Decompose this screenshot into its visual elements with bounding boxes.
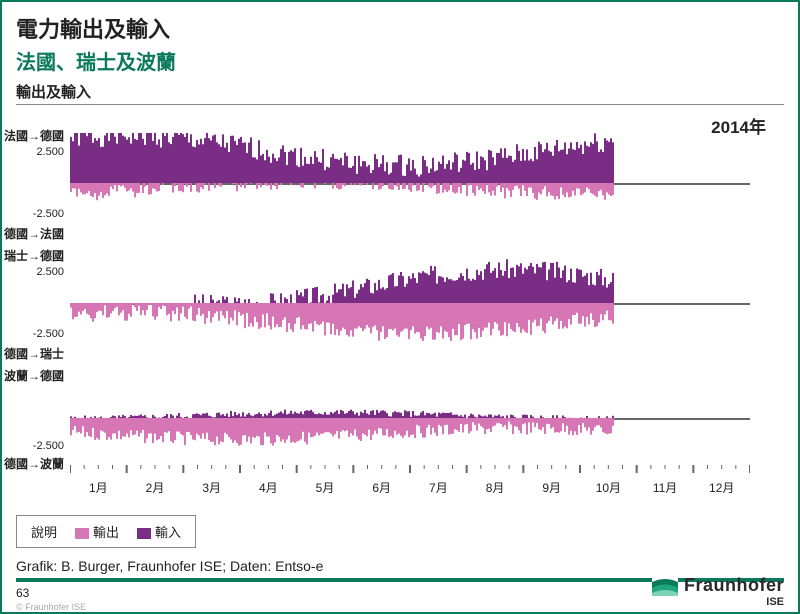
month-label: 6月 [353,479,410,496]
chart-panel: 法國→德國德國→法國2.500-2.500 [70,133,750,233]
panel-top-label: 波蘭→德國 [4,367,64,384]
chart-panel: 波蘭→德國德國→波蘭-2.500 [70,373,750,463]
panel-top-label: 瑞士→德國 [4,247,64,264]
month-label: 9月 [523,479,580,496]
title-rule [16,104,784,105]
month-label: 12月 [693,479,750,496]
ytick: -2.500 [33,208,64,220]
panel-bottom-label: 德國→波蘭 [4,455,64,472]
copyright: © Fraunhofer ISE [16,602,86,612]
month-label: 3月 [183,479,240,496]
month-label: 7月 [410,479,467,496]
month-label: 5月 [297,479,354,496]
logo-subtext: ISE [652,596,784,608]
ytick: -2.500 [33,328,64,340]
legend-title: 說明 [31,522,57,541]
panel-series [70,373,750,463]
chart-area: 2014年 1月2月3月4月5月6月7月8月9月10月11月12月 法國→德國德… [16,113,776,493]
title-main: 電力輸出及輸入 [16,12,784,44]
year-label: 2014年 [711,113,766,138]
legend: 說明 輸出 輸入 [16,515,196,548]
logo-mark-icon [652,576,678,596]
x-ticks [70,465,750,479]
panel-series [70,253,750,353]
panel-bottom-label: 德國→法國 [4,225,64,242]
chart-panel: 瑞士→德國德國→瑞士2.500-2.500 [70,253,750,353]
ytick: -2.500 [33,440,64,452]
panel-bottom-label: 德國→瑞士 [4,345,64,362]
month-label: 8月 [467,479,524,496]
fraunhofer-logo: Fraunhofer ISE [652,575,784,608]
panel-series [70,133,750,233]
month-label: 2月 [127,479,184,496]
page-number: 63 [16,586,29,600]
title-sub: 法國、瑞士及波蘭 [16,46,784,75]
logo-text: Fraunhofer [684,575,784,596]
document-frame: 電力輸出及輸入 法國、瑞士及波蘭 輸出及輸入 2014年 1月2月3月4月5月6… [0,0,800,614]
title-axis: 輸出及輸入 [16,81,784,102]
ytick: 2.500 [36,266,64,278]
x-axis: 1月2月3月4月5月6月7月8月9月10月11月12月 [70,465,750,495]
credit-line: Grafik: B. Burger, Fraunhofer ISE; Daten… [16,558,323,574]
legend-export: 輸出 [75,522,119,541]
month-label: 10月 [580,479,637,496]
ytick: 2.500 [36,146,64,158]
panel-top-label: 法國→德國 [4,127,64,144]
month-label: 4月 [240,479,297,496]
legend-import: 輸入 [137,522,181,541]
month-label: 1月 [70,479,127,496]
x-month-labels: 1月2月3月4月5月6月7月8月9月10月11月12月 [70,479,750,496]
month-label: 11月 [637,479,694,496]
